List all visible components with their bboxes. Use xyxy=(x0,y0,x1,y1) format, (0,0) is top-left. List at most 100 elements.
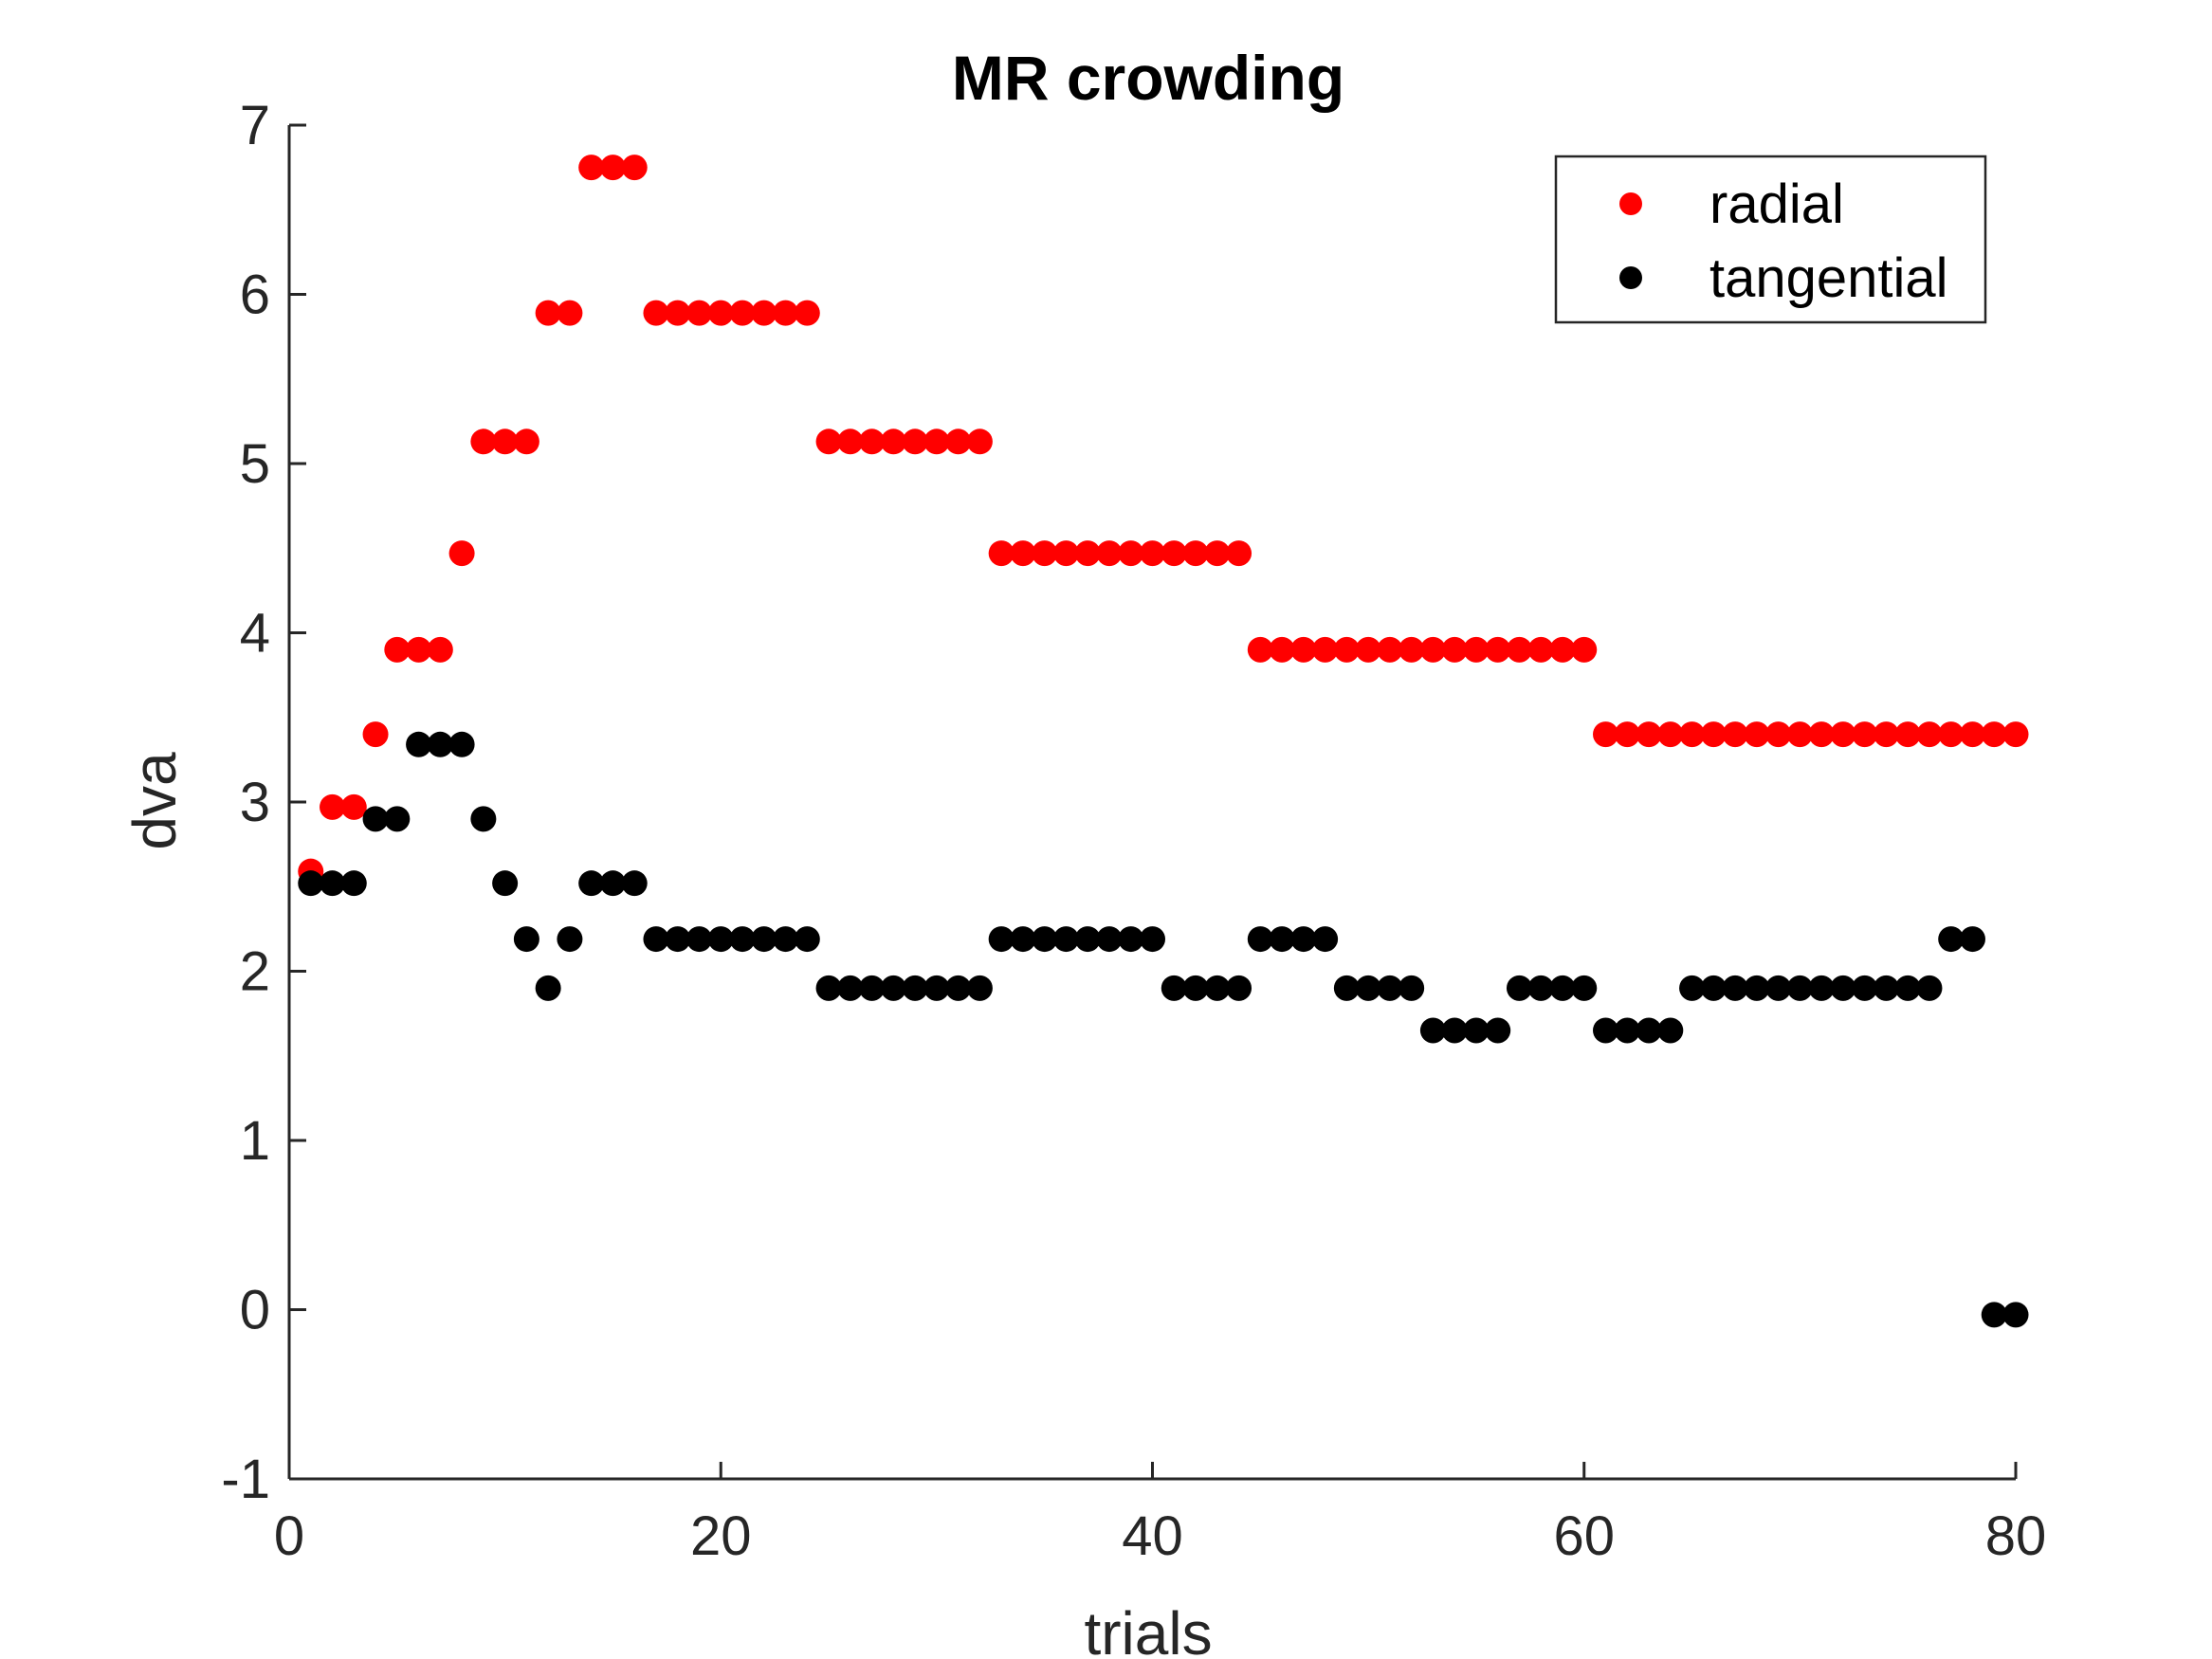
radial-point xyxy=(1808,721,1835,748)
tangential-point xyxy=(1808,975,1835,1001)
radial-point xyxy=(1549,636,1576,663)
tangential-point xyxy=(1700,975,1727,1001)
legend-label-radial: radial xyxy=(1709,173,1844,235)
tangential-point xyxy=(384,806,411,832)
tangential-point xyxy=(1981,1302,2007,1328)
radial-point xyxy=(1873,721,1899,748)
y-tick-label: 1 xyxy=(240,1110,270,1172)
tangential-point xyxy=(1269,926,1295,953)
radial-point xyxy=(1679,721,1706,748)
tangential-point xyxy=(815,975,842,1001)
tangential-point xyxy=(1593,1017,1619,1044)
tangential-point xyxy=(1765,975,1792,1001)
x-tick-label: 0 xyxy=(274,1505,304,1567)
radial-point xyxy=(2002,721,2029,748)
tangential-point xyxy=(1852,975,1878,1001)
tangential-point xyxy=(1463,1017,1490,1044)
radial-point xyxy=(1571,636,1598,663)
tangential-point xyxy=(751,926,777,953)
tangential-point xyxy=(1140,926,1165,953)
radial-point xyxy=(1226,540,1252,567)
radial-point xyxy=(340,793,367,820)
radial-point xyxy=(1657,721,1684,748)
tangential-point xyxy=(1052,926,1079,953)
tangential-point xyxy=(1032,926,1058,953)
y-axis-label: dva xyxy=(120,752,189,850)
radial-point xyxy=(923,428,950,455)
x-axis-label: trials xyxy=(1084,1599,1212,1659)
radial-point xyxy=(492,428,519,455)
tangential-point xyxy=(1010,926,1036,953)
legend-label-tangential: tangential xyxy=(1709,247,1948,309)
radial-point xyxy=(665,300,691,326)
radial-point xyxy=(1182,540,1209,567)
y-tick-label: 4 xyxy=(240,603,270,665)
tangential-point xyxy=(1786,975,1813,1001)
radial-point xyxy=(945,428,972,455)
tangential-point xyxy=(1096,926,1123,953)
radial-point xyxy=(1441,636,1468,663)
radial-point xyxy=(1074,540,1101,567)
radial-point xyxy=(1052,540,1079,567)
tangential-point xyxy=(1485,1017,1511,1044)
x-tick-label: 60 xyxy=(1553,1505,1615,1567)
radial-point xyxy=(773,300,799,326)
tangential-point xyxy=(707,926,734,953)
radial-point xyxy=(1312,636,1339,663)
radial-point xyxy=(406,636,432,663)
radial-point xyxy=(1852,721,1878,748)
radial-point xyxy=(1636,721,1662,748)
radial-point xyxy=(1269,636,1295,663)
tangential-point xyxy=(1074,926,1101,953)
tangential-point xyxy=(1636,1017,1662,1044)
tangential-point xyxy=(1959,926,1985,953)
radial-point xyxy=(1333,636,1360,663)
radial-point xyxy=(859,428,886,455)
tangential-point xyxy=(427,731,453,757)
radial-point xyxy=(557,300,583,326)
tangential-point xyxy=(1549,975,1576,1001)
radial-point xyxy=(902,428,928,455)
data-points xyxy=(298,155,2029,1328)
radial-point xyxy=(1786,721,1813,748)
tangential-point xyxy=(1161,975,1187,1001)
tangential-point xyxy=(1355,975,1381,1001)
radial-point xyxy=(1593,721,1619,748)
tangential-point xyxy=(988,926,1015,953)
tangential-point xyxy=(729,926,756,953)
radial-point xyxy=(1419,636,1446,663)
tangential-point xyxy=(448,731,475,757)
tangential-point xyxy=(880,975,906,1001)
radial-point xyxy=(1894,721,1921,748)
radial-point xyxy=(1959,721,1985,748)
tangential-point xyxy=(794,926,820,953)
radial-point xyxy=(1118,540,1144,567)
radial-point xyxy=(1096,540,1123,567)
tangential-point xyxy=(686,926,712,953)
y-tick-label: -1 xyxy=(221,1449,270,1510)
tangential-point xyxy=(492,870,519,897)
x-tick-label: 20 xyxy=(690,1505,752,1567)
tangential-point xyxy=(1722,975,1748,1001)
y-tick-label: 2 xyxy=(240,941,270,1003)
x-tick-label: 80 xyxy=(1985,1505,2047,1567)
radial-point xyxy=(1527,636,1554,663)
radial-point xyxy=(384,636,411,663)
radial-point xyxy=(1830,721,1856,748)
radial-point xyxy=(1290,636,1317,663)
radial-point xyxy=(1744,721,1770,748)
radial-point xyxy=(1377,636,1403,663)
tangential-point xyxy=(1744,975,1770,1001)
tangential-point xyxy=(665,926,691,953)
radial-point xyxy=(448,540,475,567)
tangential-point xyxy=(1441,1017,1468,1044)
tangential-point xyxy=(923,975,950,1001)
radial-point xyxy=(643,300,669,326)
legend-box xyxy=(1554,155,1987,324)
tangential-point xyxy=(1398,975,1425,1001)
radial-point xyxy=(513,428,539,455)
radial-point xyxy=(988,540,1015,567)
radial-point xyxy=(837,428,864,455)
tangential-point xyxy=(1657,1017,1684,1044)
